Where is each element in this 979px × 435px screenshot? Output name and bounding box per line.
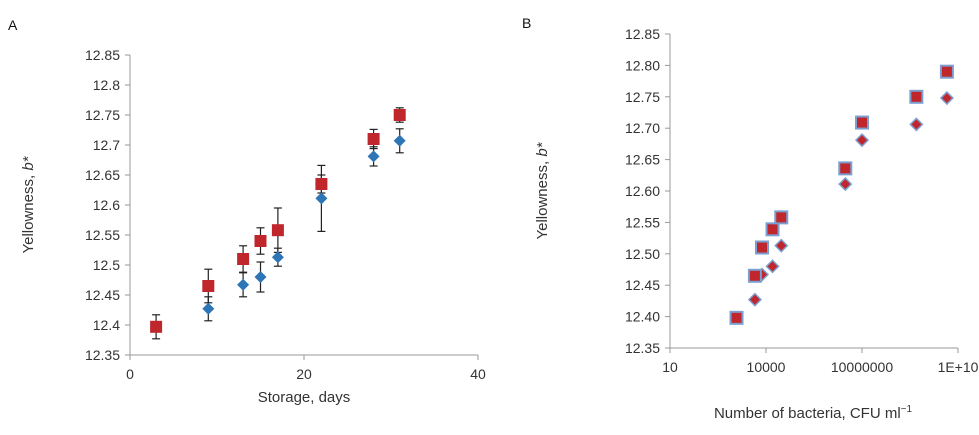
data-point-square — [202, 280, 215, 292]
y-tick-label: 12.75 — [625, 89, 660, 105]
y-tick-label: 12.85 — [625, 26, 660, 42]
data-point-diamond — [237, 278, 250, 291]
data-point-diamond — [271, 251, 284, 264]
data-point-square — [939, 64, 954, 79]
data-point-diamond — [939, 90, 954, 106]
y-tick-label: 12.5 — [93, 257, 120, 273]
y-tick-label: 12.40 — [625, 309, 660, 325]
data-point-square — [747, 268, 762, 283]
y-tick-label: 12.45 — [625, 277, 660, 293]
data-point-square — [237, 253, 250, 265]
data-point-diamond — [774, 238, 789, 253]
y-tick-label: 12.4 — [93, 317, 120, 333]
data-point-diamond — [838, 177, 853, 192]
data-point-square — [150, 320, 163, 333]
y-tick-label: 12.60 — [625, 183, 660, 199]
y-tick-label: 12.55 — [625, 214, 660, 230]
data-point-diamond — [254, 271, 267, 283]
x-tick-label: 20 — [296, 366, 312, 382]
data-point-square — [367, 133, 380, 145]
y-tick-label: 12.45 — [85, 287, 120, 303]
y-tick-label: 12.85 — [85, 47, 120, 63]
x-tick-label: 1E+10 — [938, 359, 979, 375]
data-point-diamond — [202, 302, 215, 315]
y-tick-label: 12.65 — [85, 167, 120, 183]
y-tick-label: 12.80 — [625, 57, 660, 73]
y-axis-title-b-main: Yellowness, — [534, 157, 551, 240]
data-point-square — [765, 222, 780, 237]
chart-panel-b: B 12.35 12.40 12.45 12.50 12.55 12.60 12.65 12.… — [522, 15, 979, 422]
data-point-diamond — [909, 117, 924, 132]
y-axis-title-b-italic: b* — [534, 141, 551, 156]
data-point-square — [271, 224, 284, 237]
x-tick-label: 0 — [126, 366, 134, 382]
y-tick-label: 12.50 — [625, 246, 660, 262]
panel-label-b: B — [522, 15, 531, 31]
data-point-diamond — [747, 292, 762, 307]
y-tick-label: 12.8 — [93, 77, 120, 93]
y-tick-label: 12.55 — [85, 227, 120, 243]
data-point-square — [838, 161, 853, 176]
chart-panel-a: A 12.35 12.4 12.45 12.5 12.55 12.6 12.65 12.7 12… — [8, 17, 486, 406]
data-point-square — [855, 115, 869, 130]
y-tick-label: 12.35 — [625, 340, 660, 356]
data-point-square — [315, 178, 328, 190]
data-point-square — [254, 235, 267, 247]
data-point-square — [774, 210, 789, 225]
x-axis-title-b-sup: −1 — [901, 404, 913, 415]
y-tick-label: 12.6 — [93, 197, 120, 213]
data-point-square — [755, 240, 770, 255]
y-axis-title-a: Yellowness, b* — [20, 155, 37, 253]
x-tick-label: 40 — [470, 366, 486, 382]
data-point-diamond — [765, 259, 780, 274]
x-tick-label: 10000000 — [831, 359, 894, 375]
y-tick-label: 12.65 — [625, 152, 660, 168]
x-axis-title-b: Number of bacteria, CFU ml−1 — [714, 404, 913, 422]
x-tick-label: 10 — [662, 359, 678, 375]
data-point-diamond — [854, 133, 870, 148]
y-tick-label: 12.35 — [85, 347, 120, 363]
data-point-diamond — [367, 150, 380, 163]
data-point-square — [393, 109, 406, 121]
data-point-square — [909, 89, 924, 104]
data-point-diamond — [393, 134, 406, 147]
x-axis-title-a: Storage, days — [258, 389, 351, 406]
data-point-square — [729, 310, 744, 325]
panel-label-a: A — [8, 17, 18, 33]
x-tick-label: 10000 — [747, 359, 786, 375]
y-tick-label: 12.75 — [85, 107, 120, 123]
y-axis-title-a-main: Yellowness, — [20, 171, 37, 254]
x-axis-title-b-main: Number of bacteria, CFU ml — [714, 405, 901, 422]
y-axis-title-b: Yellowness, b* — [534, 141, 551, 239]
y-tick-label: 12.70 — [625, 120, 660, 136]
y-tick-label: 12.7 — [93, 137, 120, 153]
data-point-diamond — [315, 192, 328, 205]
y-axis-title-a-italic: b* — [20, 155, 37, 170]
